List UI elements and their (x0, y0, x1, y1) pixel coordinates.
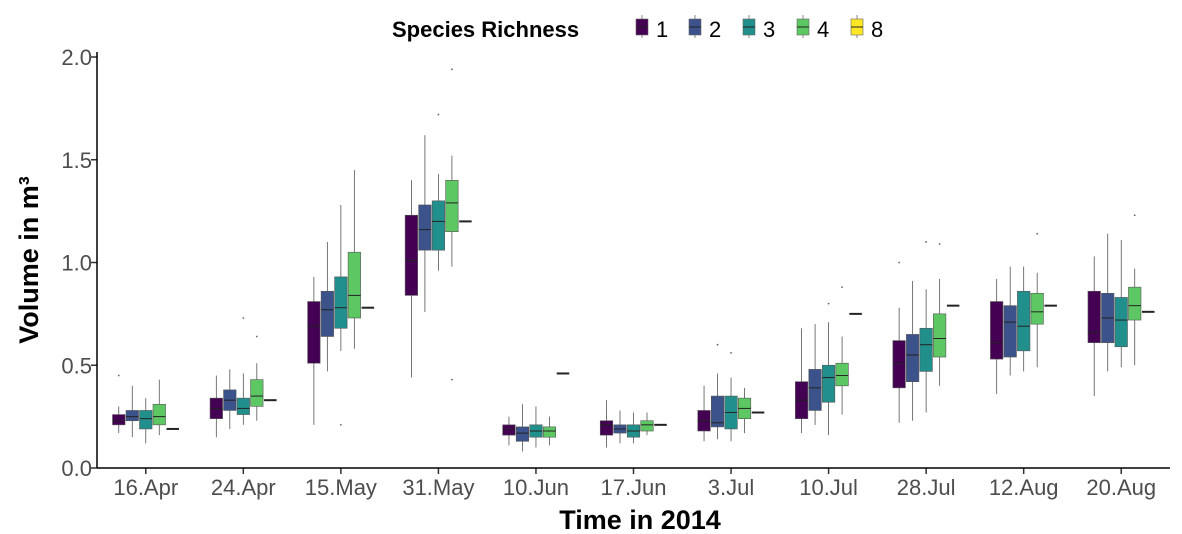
box (418, 204, 432, 251)
box (822, 364, 836, 403)
outlier-point (716, 343, 719, 346)
legend-item-2: 2 (688, 15, 721, 42)
outlier-point (339, 423, 342, 426)
box (431, 200, 445, 251)
box-series (112, 68, 1155, 452)
box (1087, 290, 1101, 343)
x-tick-label: 28.Jul (897, 475, 956, 500)
box (502, 424, 516, 436)
x-tick-label: 17.Jun (600, 475, 666, 500)
box (1003, 305, 1017, 358)
outlier-point (1036, 232, 1039, 235)
box (1030, 293, 1044, 325)
outlier-point (242, 317, 245, 319)
box (919, 327, 933, 372)
y-tick-label: 0.5 (61, 353, 92, 378)
outlier-point (1133, 214, 1136, 217)
x-tick-label: 10.Jun (503, 475, 569, 500)
x-tick-label: 20.Aug (1086, 475, 1156, 500)
legend-label: 3 (763, 17, 775, 42)
legend-item-1: 1 (635, 15, 668, 42)
outlier-point (938, 243, 941, 245)
outlier-point (730, 352, 732, 354)
outlier-point (255, 335, 258, 338)
legend-item-4: 4 (796, 15, 829, 42)
outlier-point (451, 378, 453, 381)
x-tick-label: 31.May (402, 475, 474, 500)
box (710, 395, 725, 428)
series-4 (152, 155, 1142, 446)
box (334, 276, 348, 329)
legend-label: 4 (817, 17, 829, 42)
series-1 (112, 180, 1101, 448)
x-tick-label: 15.May (305, 475, 377, 500)
x-tick-label: 3.Jul (708, 475, 754, 500)
x-tick-label: 24.Apr (211, 475, 276, 500)
box (906, 334, 920, 382)
outlier-point (841, 286, 843, 289)
y-tick-label: 0.0 (61, 456, 92, 481)
box (307, 301, 321, 364)
box (125, 410, 139, 422)
box (515, 426, 530, 442)
legend-items: 1 2 3 4 8 (635, 15, 883, 42)
y-axis-ticks: 0.0 0.5 1.0 1.5 2.0 (61, 45, 97, 481)
outlier-point (898, 261, 901, 264)
box (404, 214, 418, 296)
legend-label: 1 (656, 17, 668, 42)
box (320, 290, 334, 337)
outlier-point (925, 241, 928, 243)
box (808, 369, 822, 411)
legend-item-3: 3 (742, 15, 775, 42)
x-tick-label: 16.Apr (113, 475, 178, 500)
outlier-point (451, 68, 453, 71)
outlier-point (827, 302, 830, 305)
series-8 (166, 220, 1155, 430)
box (933, 313, 947, 358)
y-tick-label: 1.5 (61, 148, 92, 173)
y-tick-label: 1.0 (61, 251, 92, 276)
outlier-point (437, 113, 440, 116)
box (347, 251, 361, 319)
box (542, 426, 557, 438)
x-tick-label: 12.Aug (989, 475, 1059, 500)
legend-label: 2 (709, 17, 721, 42)
box (640, 420, 654, 432)
legend-label: 8 (871, 17, 883, 42)
plot-area: 0.0 0.5 1.0 1.5 2.0 16.Apr 24.Apr 15.May 31.May… (61, 45, 1170, 500)
box (1114, 297, 1128, 348)
box (112, 414, 126, 426)
box (892, 340, 906, 389)
x-axis-ticks: 16.Apr 24.Apr 15.May 31.May 10.Jun 17.Jun 3.Ju… (113, 468, 1156, 500)
series-3 (139, 174, 1128, 448)
box (990, 301, 1004, 360)
outlier-point (117, 374, 120, 377)
y-axis-title: Volume in m³ (14, 176, 44, 344)
x-tick-label: 10.Jul (799, 475, 858, 500)
x-axis-title: Time in 2014 (559, 505, 721, 534)
box (1128, 286, 1142, 321)
box (835, 362, 849, 387)
box (236, 397, 250, 415)
box (139, 410, 153, 430)
box (599, 420, 614, 436)
legend: Species Richness 1 2 3 4 8 (392, 15, 883, 42)
box (152, 403, 166, 426)
box (250, 379, 264, 407)
box (1017, 290, 1031, 352)
legend-item-8: 8 (850, 15, 883, 42)
legend-title: Species Richness (392, 17, 579, 42)
y-tick-label: 2.0 (61, 45, 92, 70)
series-2 (125, 135, 1115, 452)
box (445, 180, 459, 232)
